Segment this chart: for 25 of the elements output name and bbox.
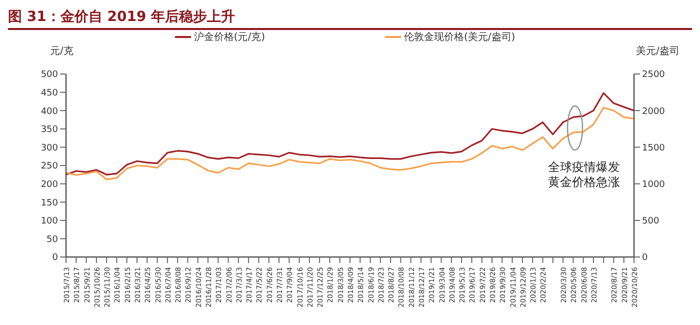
annotation: 全球疫情爆发	[548, 160, 620, 175]
y2-tick-label: 1000	[642, 180, 666, 190]
y-tick-label: 100	[40, 216, 58, 227]
legend-label: 伦敦金现价格(美元/盎司)	[403, 30, 516, 44]
y2-tick-label: 1500	[642, 143, 666, 154]
y2-tick-label: 2500	[642, 70, 666, 80]
y-tick-label: 450	[40, 88, 58, 98]
y-axis-title: 元/克	[50, 44, 74, 58]
y-tick-label: 500	[40, 70, 58, 80]
line-series	[65, 92, 635, 176]
y-tick-label: 300	[40, 143, 58, 154]
y-tick-label: 150	[40, 198, 58, 208]
y2-tick-label: 2000	[642, 106, 666, 117]
legend-label: 沪金价格(元/克)	[192, 30, 265, 44]
chart-title: 图 31：金价自 2019 年后稳步上升	[8, 8, 692, 30]
y2-axis-title: 美元/盎司	[636, 44, 680, 58]
y-tick-label: 50	[46, 234, 58, 245]
y2-tick-label: 500	[642, 216, 660, 227]
y-tick-label: 250	[40, 162, 58, 172]
y-tick-label: 350	[40, 125, 58, 136]
y-tick-label: 200	[40, 180, 58, 190]
y-tick-label: 400	[40, 106, 58, 117]
y-tick-label: 0	[52, 253, 58, 264]
y2-tick-label: 0	[642, 253, 648, 264]
annotation: 黄金价格急涨	[548, 175, 620, 190]
